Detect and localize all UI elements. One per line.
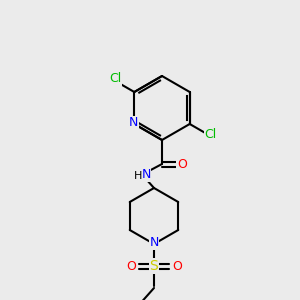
Text: O: O — [172, 260, 182, 272]
Text: H: H — [134, 171, 142, 181]
Text: Cl: Cl — [109, 73, 122, 85]
Text: N: N — [141, 169, 151, 182]
Text: Cl: Cl — [205, 128, 217, 140]
Text: N: N — [149, 236, 159, 250]
Text: O: O — [126, 260, 136, 272]
Text: N: N — [129, 116, 138, 130]
Text: O: O — [177, 158, 187, 170]
Text: S: S — [150, 259, 158, 273]
